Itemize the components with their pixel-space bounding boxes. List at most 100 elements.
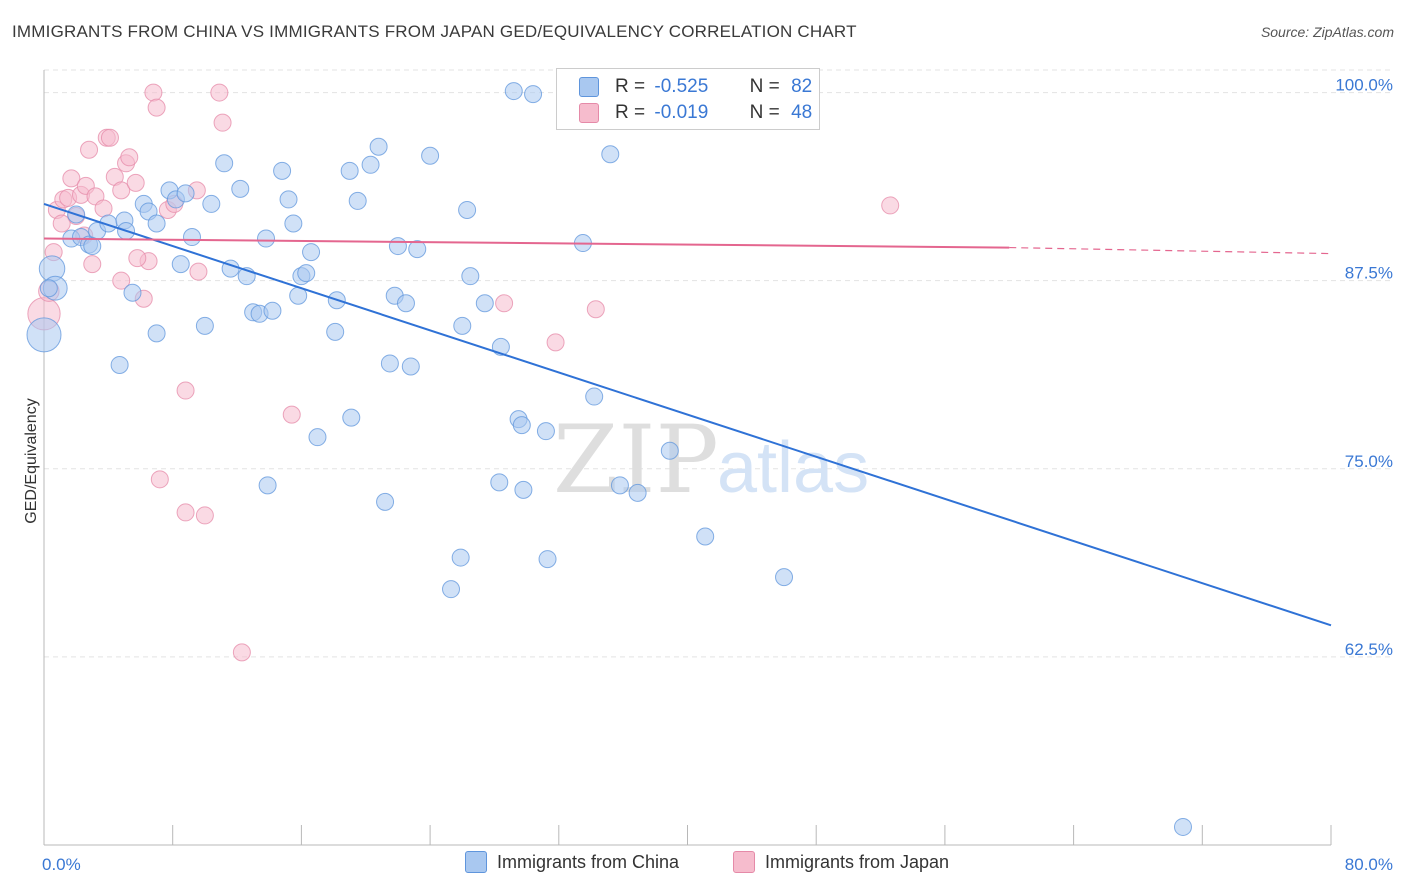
y-axis-label: GED/Equivalency: [23, 398, 40, 523]
japan-point: [100, 128, 119, 147]
stats-n-label: N =: [749, 76, 780, 97]
china-point: [258, 476, 277, 495]
japan-point: [176, 381, 195, 400]
china-point: [273, 161, 292, 180]
china-swatch: [579, 77, 599, 97]
japan-point: [195, 506, 214, 525]
japan-point: [62, 169, 81, 188]
legend-item-japan[interactable]: Immigrants from Japan: [733, 851, 949, 873]
china-point: [376, 492, 395, 511]
trend-lines: [43, 202, 1332, 627]
china-point: [284, 214, 303, 233]
china-point: [388, 237, 407, 256]
china-point: [279, 190, 298, 209]
japan-point: [232, 643, 251, 662]
stats-n-value: 48: [791, 102, 813, 123]
china-point: [342, 408, 361, 427]
gridlines: [44, 69, 1392, 658]
stats-r-label: R =: [615, 76, 646, 97]
y-tick-label: 100.0%: [1335, 76, 1393, 95]
china-point: [585, 387, 604, 406]
china-point: [195, 316, 214, 335]
china-point: [408, 240, 427, 259]
china-point: [453, 316, 472, 335]
china-point: [231, 179, 250, 198]
china-point: [297, 264, 316, 283]
china-trend-line: [43, 202, 1332, 627]
japan-points: [27, 83, 900, 662]
china-point: [361, 155, 380, 174]
stats-row-china: R = -0.525 N = 82: [579, 75, 812, 99]
watermark-atlas: atlas: [717, 428, 869, 508]
x-tick-label: 80.0%: [1345, 855, 1393, 874]
china-point: [504, 82, 523, 101]
china-point: [475, 294, 494, 313]
japan-point: [586, 300, 605, 319]
japan-point: [120, 148, 139, 167]
stats-r-label: R =: [615, 102, 646, 123]
china-point: [348, 191, 367, 210]
china-point: [326, 322, 345, 341]
japan-point: [144, 83, 163, 102]
japan-point: [52, 214, 71, 233]
china-point: [215, 154, 234, 173]
china-point: [442, 580, 461, 599]
japan-point: [189, 262, 208, 281]
japan-point: [282, 405, 301, 424]
japan-point: [112, 271, 131, 290]
china-point: [123, 283, 142, 302]
japan-point: [546, 333, 565, 352]
legend-label-china: Immigrants from China: [497, 851, 680, 872]
china-point: [257, 229, 276, 248]
stats-r-value: -0.019: [654, 102, 709, 123]
japan-point: [495, 294, 514, 313]
bottom-legend: Immigrants from China Immigrants from Ja…: [0, 851, 1406, 877]
china-point: [176, 184, 195, 203]
china-point: [696, 527, 715, 546]
china-point: [490, 473, 509, 492]
legend-item-china[interactable]: Immigrants from China: [465, 851, 679, 873]
japan-point: [881, 196, 900, 215]
china-point: [1173, 817, 1192, 836]
stats-legend: R = -0.525 N = 82 R = -0.019 N = 48: [556, 68, 820, 130]
japan-swatch: [579, 103, 599, 123]
china-point: [601, 145, 620, 164]
legend-swatch-japan: [733, 851, 755, 873]
china-point: [451, 548, 470, 567]
japan-trend-line: [43, 237, 1010, 249]
china-point: [171, 255, 190, 274]
china-point: [660, 441, 679, 460]
japan-trend-extension: [1009, 246, 1332, 255]
stats-r-value: -0.525: [654, 76, 709, 97]
china-point: [302, 243, 321, 262]
china-point: [147, 324, 166, 343]
china-point: [538, 550, 557, 569]
japan-point: [147, 98, 166, 117]
china-point: [396, 294, 415, 313]
japan-point: [112, 181, 131, 200]
stats-row-japan: R = -0.019 N = 48: [579, 101, 813, 125]
china-point: [202, 194, 221, 213]
chart-title: IMMIGRANTS FROM CHINA VS IMMIGRANTS FROM…: [12, 22, 857, 41]
china-point: [308, 428, 327, 447]
y-tick-label: 87.5%: [1345, 264, 1393, 283]
china-point: [39, 279, 58, 298]
japan-point: [83, 255, 102, 274]
japan-point: [126, 173, 145, 192]
axes: 62.5% 75.0% 87.5% 100.0% 0.0% 80.0%: [42, 70, 1393, 874]
china-point: [401, 357, 420, 376]
china-point: [775, 568, 794, 587]
y-tick-label: 62.5%: [1345, 640, 1393, 659]
china-point: [26, 317, 62, 353]
japan-point: [176, 503, 195, 522]
china-point: [340, 161, 359, 180]
x-tick-label: 0.0%: [42, 855, 81, 874]
legend-swatch-china: [465, 851, 487, 873]
china-point: [514, 480, 533, 499]
china-point: [458, 200, 477, 219]
japan-point: [80, 140, 99, 159]
y-tick-label: 75.0%: [1345, 452, 1393, 471]
china-point: [83, 237, 102, 256]
china-point: [110, 355, 129, 374]
